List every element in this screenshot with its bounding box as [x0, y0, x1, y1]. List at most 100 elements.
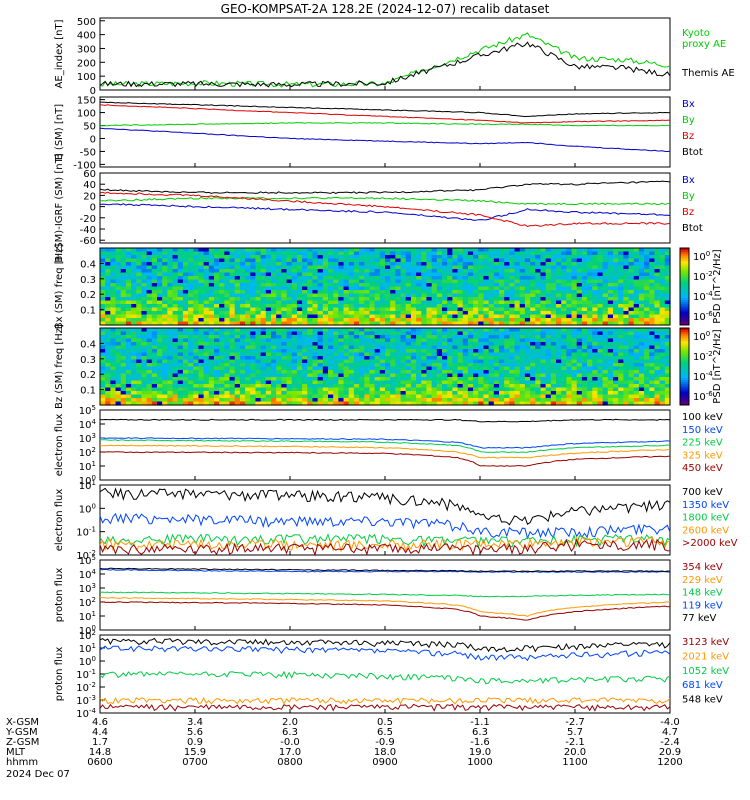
heatmap-cell: [229, 377, 236, 382]
heatmap-cell: [550, 251, 557, 256]
colorbar-frame: [679, 247, 690, 326]
heatmap-cell: [488, 394, 495, 399]
heatmap-cell: [224, 401, 231, 406]
heatmap-cell: [177, 391, 184, 396]
heatmap-cell: [540, 356, 547, 361]
heatmap-cell: [452, 401, 459, 406]
heatmap-cell: [633, 279, 640, 284]
heatmap-cell: [100, 331, 106, 336]
heatmap-cell: [426, 248, 433, 253]
heatmap-cell: [115, 373, 122, 378]
heatmap-cell: [338, 331, 345, 336]
heatmap-cell: [110, 255, 117, 260]
heatmap-cell: [462, 255, 469, 260]
heatmap-cell: [188, 290, 194, 295]
heatmap-cell: [234, 391, 241, 396]
heatmap-cell: [628, 297, 635, 302]
heatmap-cell: [146, 251, 153, 256]
heatmap-cell: [172, 297, 179, 302]
heatmap-cell: [110, 262, 117, 267]
heatmap-cell: [385, 276, 391, 281]
heatmap-cell: [519, 248, 526, 253]
heatmap-cell: [442, 363, 448, 368]
heatmap-cell: [281, 276, 288, 281]
heatmap-cell: [638, 394, 645, 399]
heatmap-cell: [556, 262, 562, 267]
heatmap-cell: [338, 300, 345, 305]
heatmap-cell: [649, 359, 656, 364]
heatmap-cell: [312, 380, 319, 385]
heatmap-cell: [431, 269, 438, 274]
heatmap-cell: [509, 338, 516, 343]
heatmap-cell: [405, 300, 412, 305]
heatmap-cell: [115, 286, 122, 291]
heatmap-cell: [276, 307, 282, 312]
heatmap-cell: [141, 262, 148, 267]
heatmap-cell: [457, 269, 464, 274]
heatmap-cell: [581, 248, 588, 253]
heatmap-cell: [157, 262, 163, 267]
heatmap-cell: [312, 387, 319, 392]
heatmap-cell: [338, 262, 345, 267]
heatmap-cell: [556, 286, 562, 291]
panel-frame: [99, 172, 671, 244]
heatmap-cell: [499, 265, 505, 270]
heatmap-cell: [125, 331, 132, 336]
heatmap-cell: [162, 255, 168, 260]
heatmap-cell: [483, 262, 490, 267]
heatmap-cell: [566, 297, 573, 302]
heatmap-cell: [296, 314, 303, 319]
heatmap-cell: [556, 293, 562, 298]
heatmap-cell: [322, 255, 329, 260]
heatmap-cell: [654, 293, 661, 298]
heatmap-cell: [224, 255, 231, 260]
heatmap-cell: [452, 328, 459, 333]
heatmap-cell: [576, 255, 583, 260]
heatmap-cell: [633, 352, 640, 357]
heatmap-cell: [436, 272, 443, 277]
heatmap-cell: [333, 384, 339, 389]
heatmap-cell: [374, 269, 381, 274]
heatmap-cell: [602, 359, 609, 364]
heatmap-cell: [120, 251, 127, 256]
heatmap-cell: [333, 321, 339, 326]
heatmap-cell: [172, 398, 179, 403]
heatmap-cell: [571, 248, 578, 253]
heatmap-cell: [416, 338, 422, 343]
heatmap-cell: [530, 297, 536, 302]
heatmap-cell: [618, 304, 624, 309]
heatmap-cell: [654, 262, 661, 267]
heatmap-cell: [359, 394, 365, 399]
heatmap-cell: [493, 356, 500, 361]
heatmap-cell: [644, 269, 650, 274]
heatmap-cell: [322, 297, 329, 302]
heatmap-cell: [654, 384, 661, 389]
heatmap-cell: [369, 328, 376, 333]
heatmap-cell: [550, 370, 557, 375]
heatmap-cell: [644, 251, 650, 256]
heatmap-cell: [136, 307, 143, 312]
heatmap-cell: [131, 387, 137, 392]
heatmap-cell: [405, 373, 412, 378]
heatmap-cell: [587, 345, 593, 350]
heatmap-cell: [514, 300, 521, 305]
heatmap-cell: [530, 366, 536, 371]
heatmap-cell: [276, 384, 282, 389]
heatmap-cell: [447, 338, 453, 343]
heatmap-cell: [131, 335, 137, 340]
heatmap-cell: [467, 401, 474, 406]
heatmap-cell: [348, 377, 355, 382]
heatmap-cell: [400, 321, 407, 326]
heatmap-cell: [136, 300, 143, 305]
heatmap-cell: [131, 262, 137, 267]
heatmap-cell: [343, 258, 350, 263]
heatmap-cell: [421, 262, 428, 267]
heatmap-cell: [296, 380, 303, 385]
heatmap-cell: [229, 349, 236, 354]
heatmap-cell: [633, 265, 640, 270]
heatmap-cell: [426, 300, 433, 305]
heatmap-cell: [519, 391, 526, 396]
heatmap-cell: [265, 300, 272, 305]
heatmap-cell: [519, 387, 526, 392]
heatmap-cell: [509, 283, 516, 288]
